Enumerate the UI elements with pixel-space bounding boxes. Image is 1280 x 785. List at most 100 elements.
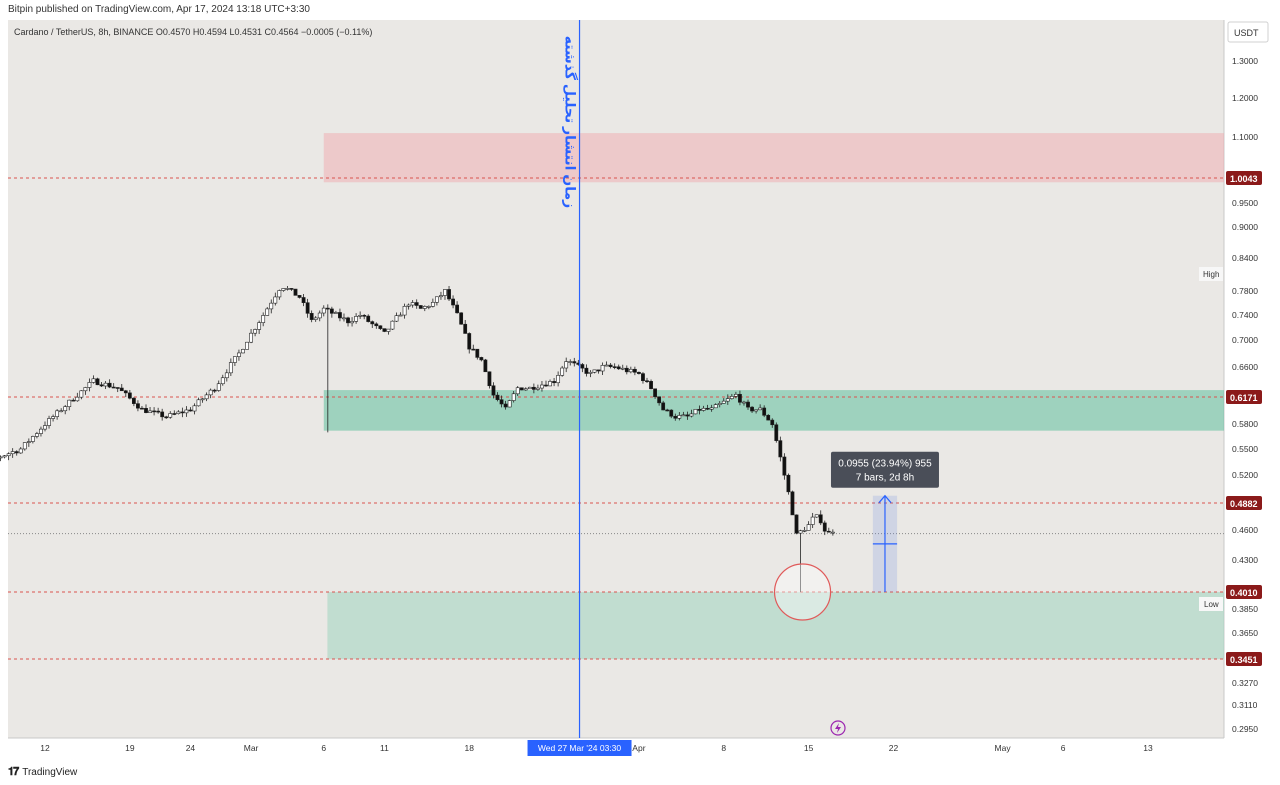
candle	[426, 305, 431, 310]
candle	[742, 400, 746, 406]
candle	[378, 325, 383, 330]
candle	[386, 328, 391, 335]
price-tick-label: 1.1000	[1232, 132, 1258, 142]
price-tick-label: 0.6600	[1232, 362, 1258, 372]
candle	[289, 288, 294, 291]
time-tick-label: May	[995, 743, 1012, 753]
candle	[63, 404, 68, 415]
candle	[119, 384, 124, 392]
candle	[649, 379, 653, 390]
candle	[47, 415, 51, 429]
candle	[99, 382, 104, 388]
candle	[18, 447, 23, 454]
candle	[443, 288, 447, 300]
price-tick-label: 0.4300	[1232, 555, 1258, 565]
lightning-icon[interactable]	[830, 720, 846, 736]
candle	[628, 366, 633, 374]
candle	[802, 526, 807, 533]
candle	[729, 393, 734, 400]
candle	[471, 344, 476, 351]
candle	[511, 390, 516, 403]
tradingview-logo[interactable]: 𝟏𝟕 TradingView	[8, 766, 77, 779]
candle	[612, 363, 617, 370]
candle	[67, 399, 72, 411]
candle	[366, 314, 371, 323]
candle	[580, 363, 585, 373]
candle	[822, 520, 827, 536]
candle	[83, 386, 88, 395]
candle	[176, 410, 181, 415]
candle	[503, 400, 508, 410]
candle	[459, 312, 464, 325]
time-tick-label: 13	[1143, 743, 1153, 753]
candle	[26, 438, 31, 447]
candle	[208, 388, 213, 399]
candle	[79, 390, 84, 400]
candle	[30, 435, 35, 444]
candle	[689, 409, 694, 418]
candle	[123, 389, 128, 398]
price-level-badge-3	[1226, 585, 1262, 599]
candle	[297, 294, 302, 299]
candle	[479, 356, 484, 362]
candle	[746, 399, 750, 410]
candle	[2, 455, 7, 459]
candle	[455, 301, 460, 314]
candle	[212, 388, 217, 393]
candle	[257, 320, 262, 335]
candle	[406, 303, 411, 310]
candle	[281, 288, 286, 292]
candle	[806, 521, 811, 531]
candle	[451, 295, 455, 309]
candle	[519, 387, 524, 391]
price-tick-label: 0.7800	[1232, 286, 1258, 296]
candle	[95, 377, 100, 386]
candle	[184, 406, 189, 417]
price-level-badge-4	[1226, 652, 1262, 666]
candle	[814, 514, 819, 518]
candle	[616, 364, 621, 370]
candle	[188, 407, 193, 412]
candle	[527, 386, 532, 390]
candle	[301, 293, 306, 307]
candle	[232, 356, 237, 366]
candle	[653, 388, 657, 399]
candle	[245, 341, 249, 350]
price-tick-label: 0.3110	[1232, 700, 1258, 710]
candle	[483, 358, 488, 373]
currency-label-box[interactable]	[1227, 21, 1269, 43]
candle	[495, 392, 500, 402]
measure-tool[interactable]: 0.0955 (23.94%) 955 7 bars, 2d 8h	[830, 451, 939, 592]
time-tick-label: 6	[1061, 743, 1066, 753]
candle	[556, 371, 561, 387]
zone-demand-lower[interactable]	[327, 592, 1224, 660]
candle	[249, 328, 253, 344]
time-axis[interactable]: 12 19 24 Mar 6 11 18 Apr 8 15 22 May 6 13 Wed 27 Mar '…	[40, 740, 1153, 756]
candle	[750, 406, 754, 413]
candle	[55, 409, 60, 420]
low-wick-circle[interactable]	[773, 563, 832, 621]
price-axis-background	[1224, 20, 1272, 738]
price-axis[interactable]: 1.3000 1.2000 1.1000 0.9500 0.9000 0.8400 0.78…	[1232, 56, 1258, 734]
candle	[661, 400, 666, 411]
candle	[515, 386, 520, 396]
candle	[830, 529, 835, 536]
candle	[531, 383, 536, 394]
time-tick-label: 15	[804, 743, 814, 753]
zone-supply[interactable]	[323, 133, 1224, 183]
low-label: Low	[1204, 600, 1219, 609]
price-tick-label: 0.2950	[1232, 724, 1258, 734]
measure-label-line2: 7 bars, 2d 8h	[856, 473, 914, 484]
price-tick-label: 0.3650	[1232, 628, 1258, 638]
candle	[467, 332, 472, 354]
price-tick-label: 0.3270	[1232, 678, 1258, 688]
candle	[766, 414, 771, 421]
candle	[762, 405, 767, 418]
candle	[548, 379, 552, 387]
candle	[709, 404, 714, 412]
price-tick-label: 0.5500	[1232, 444, 1258, 454]
footer: 𝟏𝟕 TradingView	[0, 762, 1280, 785]
price-tick-label: 0.4600	[1232, 525, 1258, 535]
time-tick-label: 8	[721, 743, 726, 753]
